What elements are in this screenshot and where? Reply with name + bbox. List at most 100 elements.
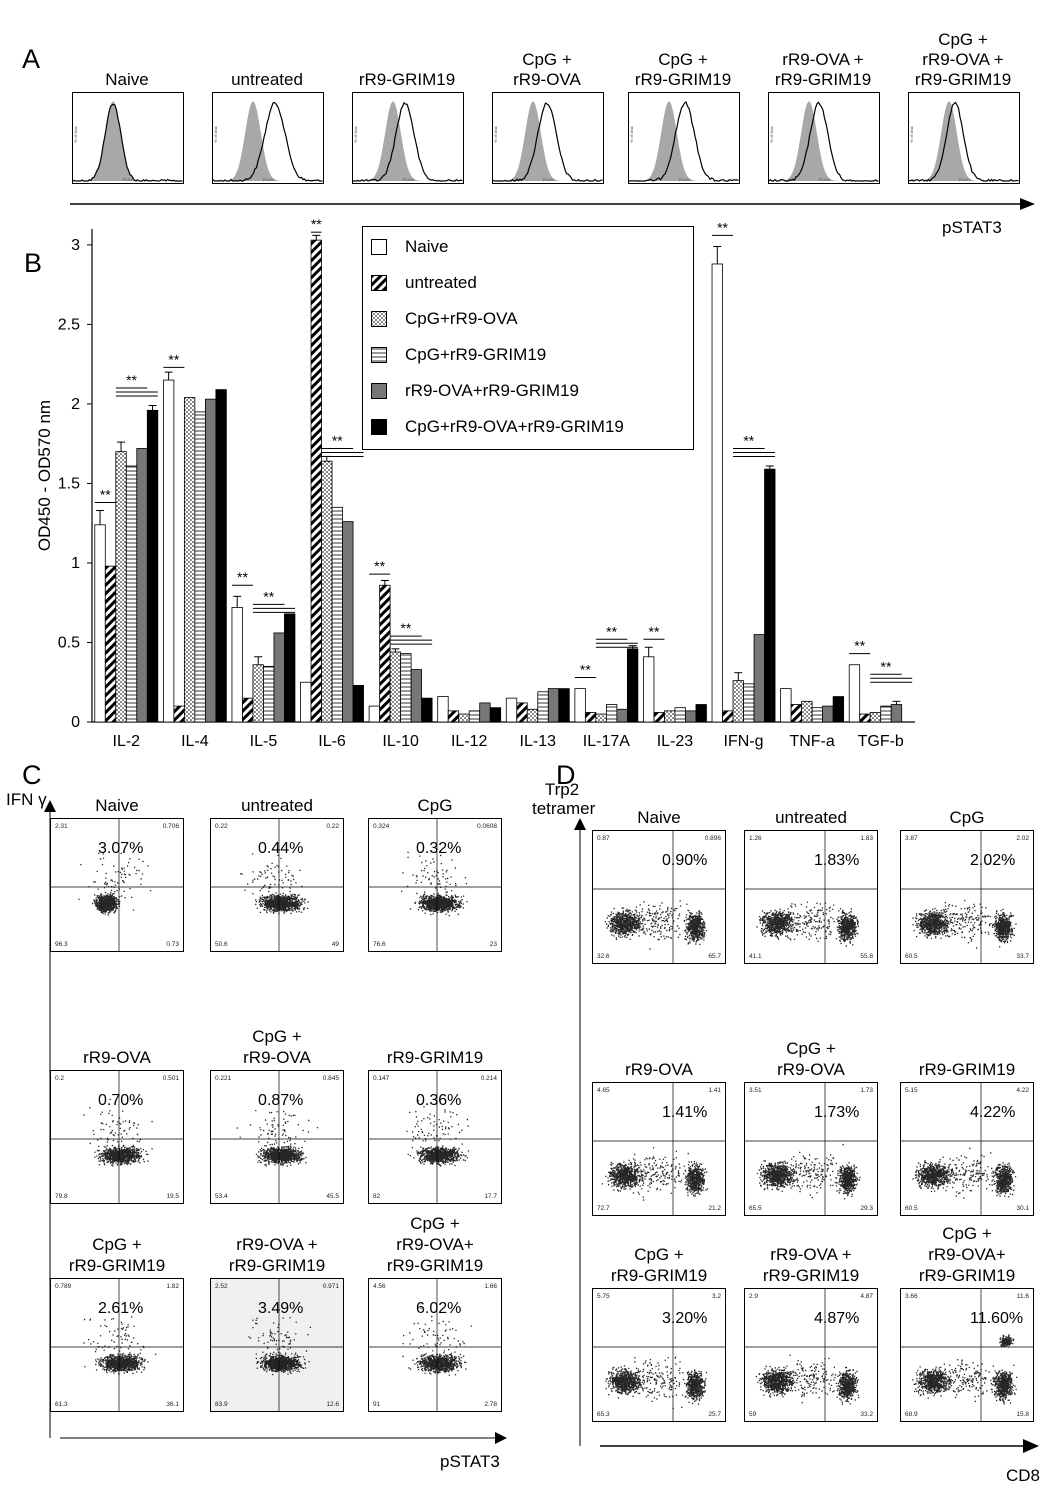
flow-plot-svg: 2.52 0.971 83.9 12.6 (211, 1279, 343, 1411)
flow-plot-title: rR9-OVA + rR9-GRIM19 (726, 1244, 896, 1286)
histogram-plot: FL4-H % of Max (352, 92, 464, 184)
svg-text:**: ** (168, 351, 179, 367)
legend-swatch (371, 311, 387, 327)
flow-plot: 2.31 0.706 96.3 0.73 (50, 818, 184, 952)
legend-item: Naive (371, 237, 448, 257)
bar-il-23-series-3 (674, 707, 686, 723)
histogram-title: Naive (57, 70, 197, 90)
quadrant-value: 0.706 (163, 823, 180, 830)
bar-il-10-series-5 (421, 697, 433, 723)
y-tick-label: 3 (71, 237, 80, 254)
flow-plot-svg: 4.56 1.66 91 2.78 (369, 1279, 501, 1411)
quadrant-value: 91 (373, 1401, 381, 1408)
panel-d-x-label: CD8 (1006, 1466, 1041, 1485)
quadrant-value: 0.324 (373, 823, 390, 830)
flow-plot: 3.51 1.73 65.5 29.3 (744, 1082, 878, 1216)
quadrant-value: 2.02 (1016, 835, 1029, 842)
error-bar (117, 441, 126, 452)
panel-d-y-axis-arrow (574, 818, 586, 1446)
quadrant-value: 33.2 (860, 1411, 873, 1418)
quadrant-value: 72.7 (597, 1205, 610, 1212)
flow-plot-title: CpG + rR9-OVA (192, 1026, 362, 1068)
quadrant-value: 55.8 (860, 953, 873, 960)
bar-il-10-series-1 (379, 584, 391, 723)
bar-tgf-b-series-1 (859, 713, 871, 723)
x-tick-label: IL-23 (657, 733, 694, 750)
bar-il-4-series-4 (204, 398, 217, 723)
bar-il-4-series-3 (194, 411, 206, 723)
flow-plot-title: CpG + rR9-OVA+ rR9-GRIM19 (882, 1223, 1052, 1286)
x-tick-label: IL-17A (583, 733, 630, 750)
quadrant-value: 32.6 (597, 953, 610, 960)
quadrant-percentage: 3.20% (662, 1310, 708, 1327)
flow-plot-title-line: CpG (417, 796, 453, 815)
quadrant-value: 3.51 (749, 1087, 762, 1094)
flow-plot-title: CpG (882, 807, 1052, 828)
significance-bracket: ** (870, 658, 913, 683)
svg-text:FL4-H: FL4-H (679, 177, 690, 182)
x-tick-label: IL-5 (250, 733, 278, 750)
quadrant-value: 0.87 (597, 835, 610, 842)
quadrant-value: 2.31 (55, 823, 68, 830)
quadrant-value: 0.147 (373, 1075, 390, 1082)
panel-c-x-label: pSTAT3 (440, 1452, 500, 1471)
bar-il-12-series-4 (479, 702, 491, 723)
quadrant-value: 0.2 (55, 1075, 64, 1082)
flow-plot-title-line: CpG (949, 808, 985, 827)
histogram-title: CpG + rR9-OVA (477, 50, 617, 90)
bar-il-17a-series-4 (616, 708, 628, 723)
bar-ifn-g-series-5 (764, 468, 776, 723)
flow-plot-svg: 5.15 4.22 60.5 30.1 (901, 1083, 1033, 1215)
flow-plot-title-line: rR9-OVA + (236, 1235, 318, 1254)
bar-il-2-series-5 (146, 409, 159, 723)
quadrant-percentage: 11.60% (970, 1310, 1024, 1327)
flow-plot-title-line: rR9-OVA + (770, 1245, 852, 1264)
legend-swatch (371, 347, 387, 363)
flow-plot-title-line: rR9-GRIM19 (386, 1048, 484, 1067)
quadrant-percentage: 0.87% (258, 1092, 304, 1109)
flow-plot-svg: 2.9 4.87 59 33.2 (745, 1289, 877, 1421)
svg-text:**: ** (606, 623, 617, 639)
quadrant-value: 61.3 (55, 1401, 68, 1408)
bar-ifn-g-series-4 (753, 634, 765, 723)
y-tick-label: 0.5 (58, 634, 80, 651)
svg-text:% of Max: % of Max (909, 126, 914, 143)
svg-text:**: ** (332, 432, 343, 448)
flow-plot-svg: 0.22 0.22 50.6 49 (211, 819, 343, 951)
significance-bracket: ** (321, 432, 364, 457)
flow-plot-svg: 2.31 0.706 96.3 0.73 (51, 819, 183, 951)
quadrant-value: 33.7 (1016, 953, 1029, 960)
error-bar (391, 648, 400, 653)
quadrant-percentage: 0.36% (416, 1092, 462, 1109)
bar-il-10-series-3 (400, 653, 412, 723)
quadrant-percentage: 0.32% (416, 840, 462, 857)
bar-il-12-series-2 (458, 713, 470, 723)
flow-plot-title-line: rR9-OVA (625, 1060, 693, 1079)
bar-tnf-a-series-3 (811, 707, 824, 723)
flow-plot-title: CpG + rR9-OVA+ rR9-GRIM19 (350, 1213, 520, 1276)
flow-plot-svg: 0.324 0.0608 76.6 23 (369, 819, 501, 951)
quadrant-value: 21.2 (708, 1205, 721, 1212)
flow-plot: 3.87 2.02 60.5 33.7 (900, 830, 1034, 964)
flow-plot-title: CpG + rR9-GRIM19 (32, 1234, 202, 1276)
bar-il-12-series-5 (489, 707, 502, 723)
flow-plot-title: CpG + rR9-GRIM19 (574, 1244, 744, 1286)
flow-plot-title-line: CpG + (252, 1027, 302, 1046)
histogram-plot: FL4-H % of Max (628, 92, 740, 184)
flow-plot-svg: 0.789 1.82 61.3 36.1 (51, 1279, 183, 1411)
x-tick-label: IL-6 (318, 733, 346, 750)
bar-tnf-a-series-4 (822, 705, 834, 723)
quadrant-value: 23 (490, 941, 498, 948)
panel-letter-b: B (24, 248, 43, 278)
histogram-title: untreated (197, 70, 337, 90)
bar-tnf-a-series-0 (780, 688, 792, 723)
histogram-title-line: rR9-GRIM19 (358, 70, 456, 89)
bar-il-10-series-4 (410, 669, 423, 723)
quadrant-percentage: 2.61% (98, 1300, 144, 1317)
svg-text:**: ** (237, 569, 248, 585)
bar-il-17a-series-3 (605, 704, 618, 723)
legend-label: CpG+rR9-OVA+rR9-GRIM19 (405, 417, 624, 436)
legend-swatch (371, 383, 387, 399)
svg-text:**: ** (854, 638, 865, 654)
svg-text:**: ** (374, 558, 385, 574)
